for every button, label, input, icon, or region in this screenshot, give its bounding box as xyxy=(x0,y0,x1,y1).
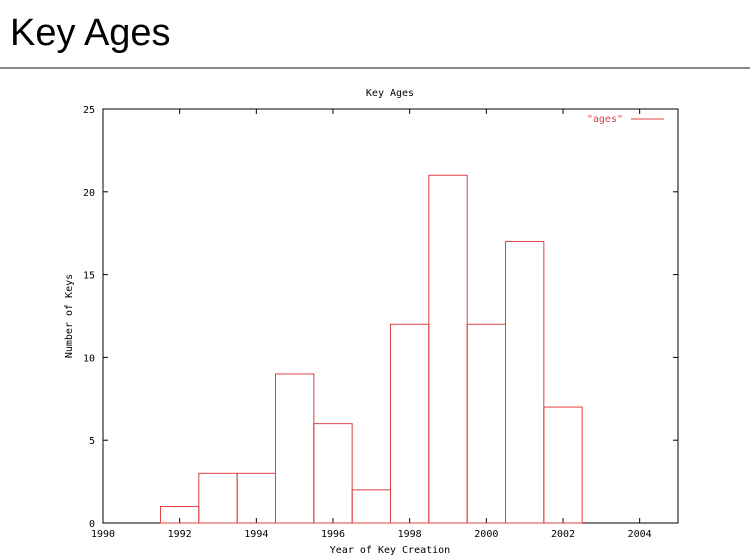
y-tick-label: 10 xyxy=(83,353,95,364)
tick-labels: 1990 1992 1994 1996 1998 2000 2002 2004 0 5 10 15 20… xyxy=(83,105,652,540)
title-divider xyxy=(0,67,750,69)
x-tick-label: 2002 xyxy=(551,529,575,540)
chart-title: Key Ages xyxy=(366,88,414,99)
histogram-bar xyxy=(236,472,277,524)
histogram-bar xyxy=(390,323,430,524)
y-tick-label: 20 xyxy=(83,188,95,199)
y-tick-label: 0 xyxy=(89,519,95,530)
histogram-bar xyxy=(543,406,583,524)
x-tick-label: 1994 xyxy=(244,529,268,540)
page-title: Key Ages xyxy=(10,12,171,54)
histogram-bar xyxy=(198,472,238,524)
x-tick-label: 1990 xyxy=(91,529,115,540)
x-tick-label: 1996 xyxy=(321,529,345,540)
x-axis-label: Year of Key Creation xyxy=(330,545,450,556)
histogram-bar xyxy=(313,423,353,524)
legend-label: "ages" xyxy=(587,114,623,125)
histogram-bar xyxy=(505,240,545,524)
histogram-bar xyxy=(351,489,391,524)
x-tick-label: 1992 xyxy=(168,529,192,540)
histogram-bar xyxy=(428,174,468,524)
x-tick-label: 2004 xyxy=(628,529,652,540)
axis-ticks xyxy=(102,108,678,524)
histogram-bars xyxy=(160,174,583,524)
y-axis-label: Number of Keys xyxy=(64,274,75,358)
y-tick-label: 25 xyxy=(83,105,95,116)
histogram-bar xyxy=(275,373,315,524)
x-tick-label: 1998 xyxy=(398,529,422,540)
y-tick-label: 15 xyxy=(83,271,95,282)
histogram-bar xyxy=(466,323,506,524)
y-tick-label: 5 xyxy=(89,436,95,447)
x-tick-label: 2000 xyxy=(474,529,498,540)
